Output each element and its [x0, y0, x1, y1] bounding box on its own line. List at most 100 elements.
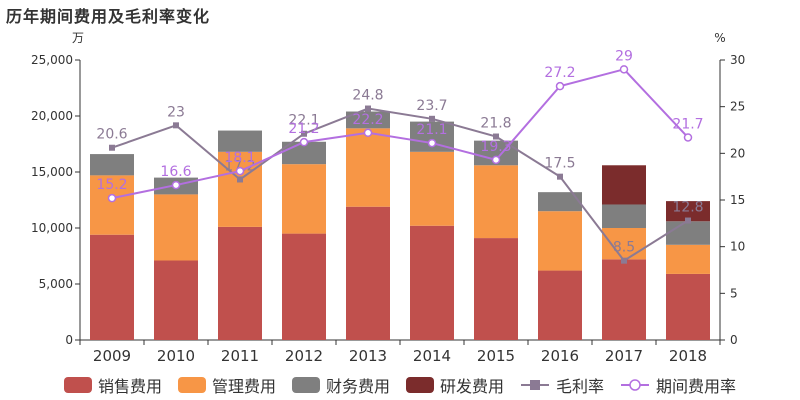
right-axis-unit: %	[714, 31, 725, 45]
x-axis-tick-label: 2012	[285, 347, 323, 365]
data-label: 12.8	[672, 200, 703, 216]
legend-label: 销售费用	[97, 377, 162, 396]
data-label: 15.2	[96, 177, 127, 193]
x-axis-tick-label: 2013	[349, 347, 387, 365]
data-label: 18.1	[224, 150, 255, 166]
chart-title: 历年期间费用及毛利率变化	[6, 7, 211, 26]
x-axis-tick-label: 2015	[477, 347, 515, 365]
data-label: 29	[615, 48, 633, 64]
left-axis-unit: 万	[72, 31, 84, 45]
series-point	[491, 155, 501, 165]
right-axis-tick-label: 5	[730, 286, 738, 300]
series-point	[429, 115, 435, 122]
left-axis-tick-label: 25,000	[31, 53, 73, 67]
bar-segment	[538, 192, 582, 212]
bar-segment	[666, 201, 710, 222]
right-axis-tick-label: 15	[730, 193, 745, 207]
left-axis-tick-label: 5,000	[39, 277, 73, 291]
bar-segment	[154, 194, 198, 261]
series-point	[299, 137, 309, 147]
series-point	[555, 81, 565, 91]
bar-segment	[538, 270, 582, 340]
bar-segment	[666, 221, 710, 245]
x-axis-tick-label: 2009	[93, 347, 131, 365]
series-point	[427, 138, 437, 148]
data-label: 21.2	[288, 121, 319, 137]
series-point	[301, 130, 307, 137]
bar-segment	[90, 154, 134, 176]
bar-segment	[282, 233, 326, 340]
data-label: 21.8	[480, 116, 511, 132]
data-label: 8.5	[613, 240, 635, 256]
data-label: 17.2	[224, 158, 255, 174]
bar-segment	[154, 260, 198, 340]
right-axis-tick-label: 0	[730, 333, 738, 347]
bar-segment	[602, 259, 646, 340]
legend-swatch	[621, 379, 650, 391]
bar-segment	[666, 273, 710, 340]
legend-item: 毛利率	[520, 373, 604, 397]
series-point	[107, 193, 117, 203]
series-point	[365, 105, 371, 112]
series-line	[111, 107, 689, 262]
bar-segment	[90, 234, 134, 340]
series-point	[235, 166, 245, 176]
bar-segment	[346, 111, 390, 129]
bar-segment	[474, 238, 518, 340]
data-label: 21.1	[416, 122, 447, 138]
bar-segment	[218, 226, 262, 340]
series-point	[237, 176, 243, 183]
bar-segment	[410, 151, 454, 226]
right-axis-tick-label: 20	[730, 146, 745, 160]
legend-item: 管理费用	[177, 373, 276, 397]
series-point	[109, 144, 115, 151]
legend-label: 期间费用率	[656, 377, 737, 396]
data-label: 21.7	[672, 116, 703, 132]
x-axis-tick-label: 2016	[541, 347, 579, 365]
left-axis-tick-label: 20,000	[31, 109, 73, 123]
data-label: 23	[167, 104, 185, 120]
x-axis-tick-label: 2014	[413, 347, 451, 365]
bar-segment	[282, 164, 326, 234]
series-point	[621, 257, 627, 264]
right-axis-tick-label: 10	[730, 240, 745, 254]
bar-segment	[346, 128, 390, 207]
chart-legend: 销售费用 管理费用 财务费用 研发费用 毛利率 期间费用率	[0, 372, 800, 398]
legend-swatch	[177, 377, 206, 393]
legend-item: 财务费用	[291, 373, 390, 397]
data-label: 20.6	[96, 127, 127, 143]
series-point	[173, 122, 179, 129]
series-point	[685, 217, 691, 224]
left-axis-tick-label: 15,000	[31, 165, 73, 179]
bar-segment	[474, 165, 518, 239]
bar-segment	[346, 206, 390, 340]
x-axis-tick-label: 2010	[157, 347, 195, 365]
right-axis-tick-label: 25	[730, 100, 745, 114]
bar-segment	[602, 204, 646, 228]
series-point	[683, 133, 693, 142]
left-axis-tick-label: 0	[65, 333, 73, 347]
series-point	[363, 128, 373, 138]
bar-segment	[218, 130, 262, 152]
bar-segment	[602, 165, 646, 205]
legend-swatch	[406, 377, 434, 393]
series-point	[619, 65, 629, 74]
data-label: 19.3	[480, 139, 511, 155]
legend-label: 财务费用	[325, 377, 390, 396]
legend-label: 研发费用	[440, 377, 505, 396]
series-point	[171, 180, 181, 190]
data-label: 17.5	[544, 156, 575, 172]
legend-swatch	[291, 377, 320, 393]
bar-segment	[666, 244, 710, 274]
data-label: 16.6	[160, 164, 191, 180]
legend-item: 期间费用率	[620, 373, 736, 397]
left-axis-tick-label: 10,000	[31, 221, 73, 235]
data-label: 24.8	[352, 88, 383, 104]
x-axis-tick-label: 2018	[669, 347, 707, 365]
data-label: 22.1	[288, 113, 319, 129]
legend-item: 销售费用	[63, 373, 162, 397]
legend-label: 管理费用	[211, 377, 276, 396]
bar-segment	[538, 211, 582, 271]
chart-area: 0 5,000 10,000 15,000 20,000 25,000 0 5 10 15 20 25…	[31, 31, 745, 365]
data-label: 27.2	[544, 65, 575, 81]
